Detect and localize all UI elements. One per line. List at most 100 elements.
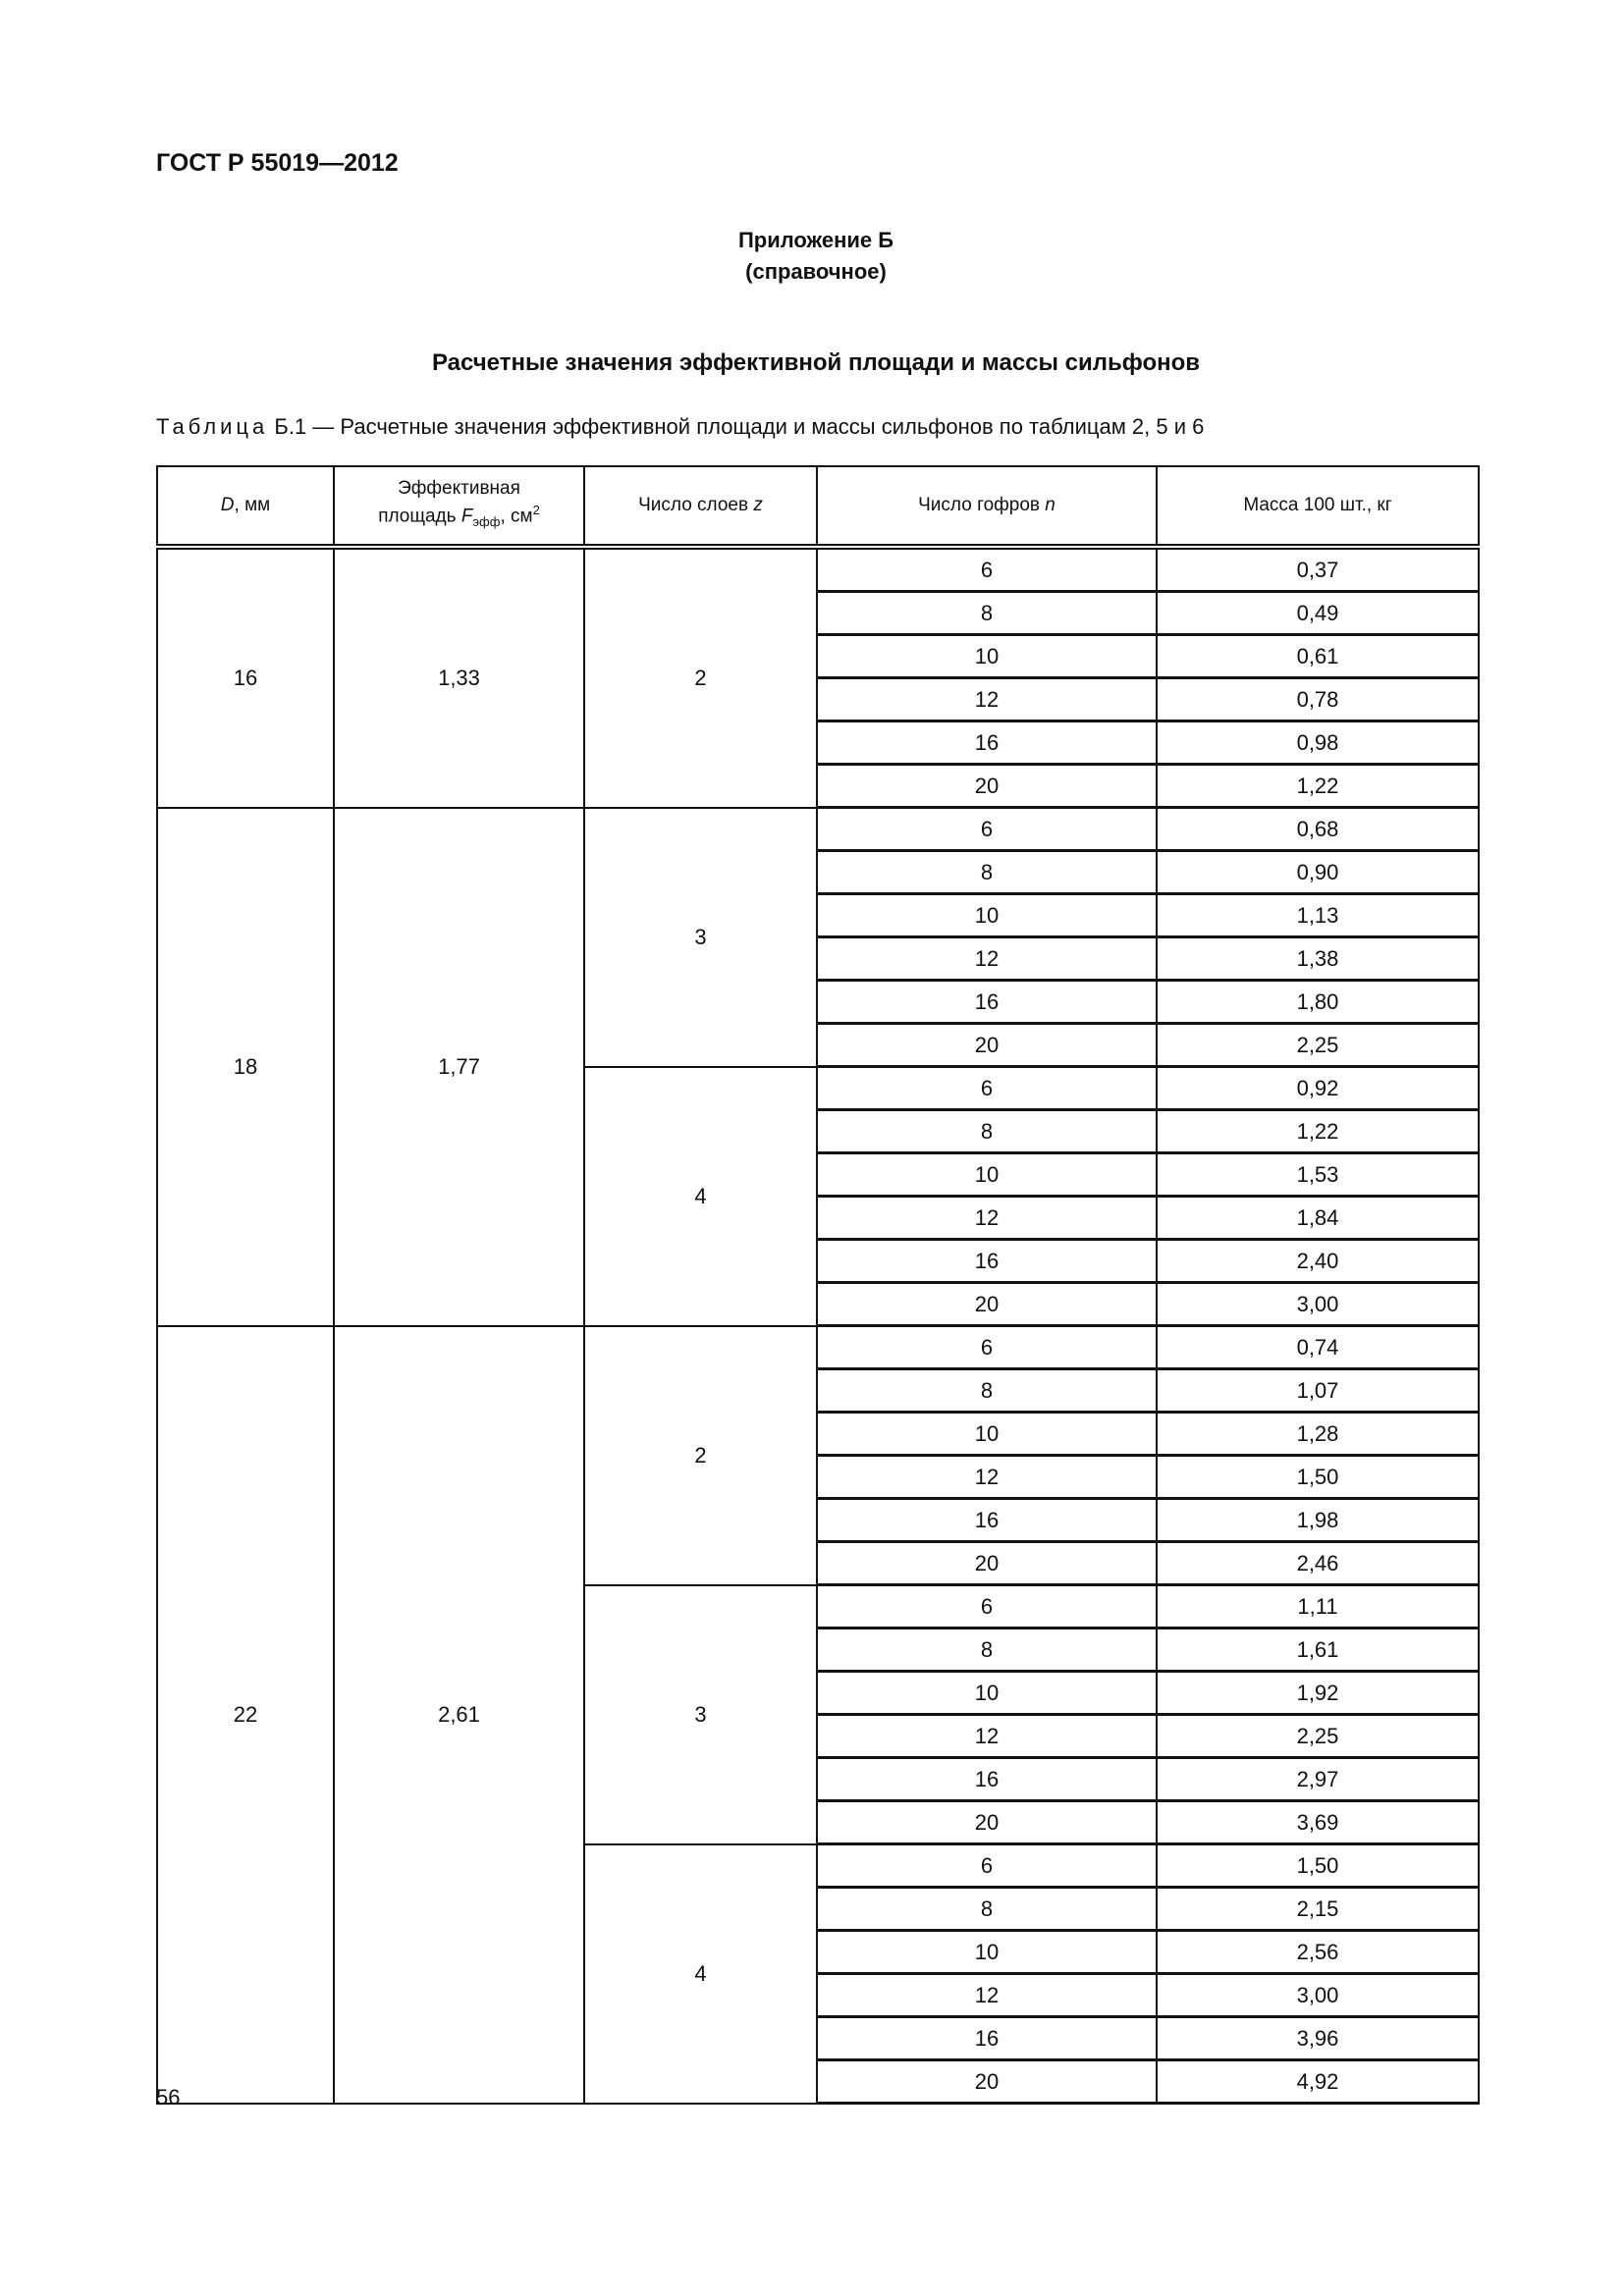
table-row: 12 1,38 (157, 935, 1480, 982)
table-header-row: D, мм Эффективная площадь Fэфф, см2 Число… (156, 465, 1480, 550)
table-row: 3 6 1,11 (157, 1583, 1480, 1845)
table-row: 8 0,90 (157, 849, 1480, 895)
corrugations-cell: 16 (816, 1497, 1158, 1543)
corrugations-cell: 12 (816, 935, 1158, 982)
table-row: 20 1,22 (157, 763, 1480, 809)
corrugations-cell: 10 (816, 892, 1158, 938)
table-row: 12 0,78 (157, 676, 1480, 722)
table-row: 16 2,97 (157, 1756, 1480, 1802)
mass-cell: 1,50 (1156, 1842, 1480, 1889)
corrugations-cell: 16 (816, 1238, 1158, 1284)
table-row: 20 4,92 (157, 2058, 1480, 2105)
mass-cell: 3,00 (1156, 1281, 1480, 1327)
corrugations-cell: 12 (816, 1454, 1158, 1500)
mass-cell: 1,98 (1156, 1497, 1480, 1543)
effective-area-cell: 2,61 (333, 1324, 585, 2105)
header-corrugations: Число гофров n (816, 465, 1158, 550)
mass-cell: 2,40 (1156, 1238, 1480, 1284)
mass-cell: 1,61 (1156, 1627, 1480, 1673)
caption-label: Таблица (156, 414, 269, 439)
mass-cell: 3,69 (1156, 1799, 1480, 1845)
mass-cell: 2,97 (1156, 1756, 1480, 1802)
table-row: 20 3,69 (157, 1799, 1480, 1845)
table-row: 8 1,07 (157, 1367, 1480, 1414)
table-row: 16 3,96 (157, 2015, 1480, 2061)
section-heading: Расчетные значения эффективной площади и… (431, 349, 1201, 376)
table-row: 20 3,00 (157, 1281, 1480, 1327)
caption-number: Б.1 — (268, 414, 341, 439)
corrugations-cell: 16 (816, 720, 1158, 766)
mass-cell: 3,00 (1156, 1972, 1480, 2018)
table-row: 10 1,92 (157, 1670, 1480, 1716)
data-table: D, мм Эффективная площадь Fэфф, см2 Число… (156, 465, 1480, 2105)
corrugations-cell: 10 (816, 1670, 1158, 1716)
table-row: 16 1,98 (157, 1497, 1480, 1543)
mass-cell: 1,53 (1156, 1151, 1480, 1198)
table-row: 12 1,50 (157, 1454, 1480, 1500)
corrugations-cell: 6 (816, 806, 1158, 852)
caption-text: Расчетные значения эффективной площади и… (340, 414, 1205, 439)
table-row: 10 0,61 (157, 633, 1480, 679)
table-row: 20 2,25 (157, 1022, 1480, 1068)
corrugations-cell: 20 (816, 1540, 1158, 1586)
corrugations-cell: 6 (816, 1065, 1158, 1111)
corrugations-cell: 12 (816, 1195, 1158, 1241)
mass-cell: 0,74 (1156, 1324, 1480, 1370)
corrugations-cell: 8 (816, 590, 1158, 636)
corrugations-cell: 20 (816, 1799, 1158, 1845)
diameter-cell: 16 (156, 546, 335, 809)
diameter-cell: 22 (156, 1324, 335, 2105)
table-row: 18 1,77 3 6 0,68 (156, 806, 1480, 1327)
mass-cell: 2,15 (1156, 1886, 1480, 1932)
table-row: 12 3,00 (157, 1972, 1480, 2018)
layers-cell: 4 (583, 1065, 818, 1327)
mass-cell: 1,80 (1156, 979, 1480, 1025)
annex-type: (справочное) (745, 259, 887, 284)
layers-cell: 3 (583, 1583, 818, 1845)
header-mass: Масса 100 шт., кг (1156, 465, 1480, 550)
corrugations-cell: 10 (816, 633, 1158, 679)
header-diameter: D, мм (156, 465, 335, 550)
mass-cell: 0,37 (1156, 546, 1480, 593)
page-number: 56 (156, 2085, 181, 2109)
mass-cell: 2,56 (1156, 1929, 1480, 1975)
effective-area-cell: 1,77 (333, 806, 585, 1327)
table-row: 16 1,33 2 6 0,37 (156, 546, 1480, 809)
corrugations-cell: 8 (816, 849, 1158, 895)
corrugations-cell: 6 (816, 1842, 1158, 1889)
table-row: 20 2,46 (157, 1540, 1480, 1586)
mass-cell: 0,78 (1156, 676, 1480, 722)
table-row: 10 1,13 (157, 892, 1480, 938)
table-row: 4 6 0,92 (157, 1065, 1480, 1327)
corrugations-cell: 16 (816, 1756, 1158, 1802)
effective-area-cell: 1,33 (333, 546, 585, 809)
corrugations-cell: 16 (816, 979, 1158, 1025)
mass-cell: 2,46 (1156, 1540, 1480, 1586)
corrugations-cell: 10 (816, 1411, 1158, 1457)
table-row: 16 0,98 (157, 720, 1480, 766)
mass-cell: 0,61 (1156, 633, 1480, 679)
table-row: 16 1,80 (157, 979, 1480, 1025)
corrugations-cell: 8 (816, 1886, 1158, 1932)
table-row: 10 1,53 (157, 1151, 1480, 1198)
mass-cell: 1,13 (1156, 892, 1480, 938)
table-row: 12 1,84 (157, 1195, 1480, 1241)
corrugations-cell: 20 (816, 2058, 1158, 2105)
mass-cell: 1,11 (1156, 1583, 1480, 1629)
mass-cell: 1,28 (1156, 1411, 1480, 1457)
layers-cell: 3 (583, 806, 818, 1068)
mass-cell: 0,98 (1156, 720, 1480, 766)
table-row: 12 2,25 (157, 1713, 1480, 1759)
mass-cell: 1,38 (1156, 935, 1480, 982)
mass-cell: 2,25 (1156, 1713, 1480, 1759)
annex-title: Приложение Б (737, 228, 894, 252)
corrugations-cell: 20 (816, 763, 1158, 809)
mass-cell: 1,07 (1156, 1367, 1480, 1414)
table-row: 16 2,40 (157, 1238, 1480, 1284)
corrugations-cell: 10 (816, 1929, 1158, 1975)
corrugations-cell: 8 (816, 1627, 1158, 1673)
mass-cell: 1,22 (1156, 763, 1480, 809)
layers-cell: 2 (583, 1324, 818, 1586)
table-caption: Таблица Б.1 — Расчетные значения эффекти… (156, 414, 1204, 440)
corrugations-cell: 12 (816, 1713, 1158, 1759)
